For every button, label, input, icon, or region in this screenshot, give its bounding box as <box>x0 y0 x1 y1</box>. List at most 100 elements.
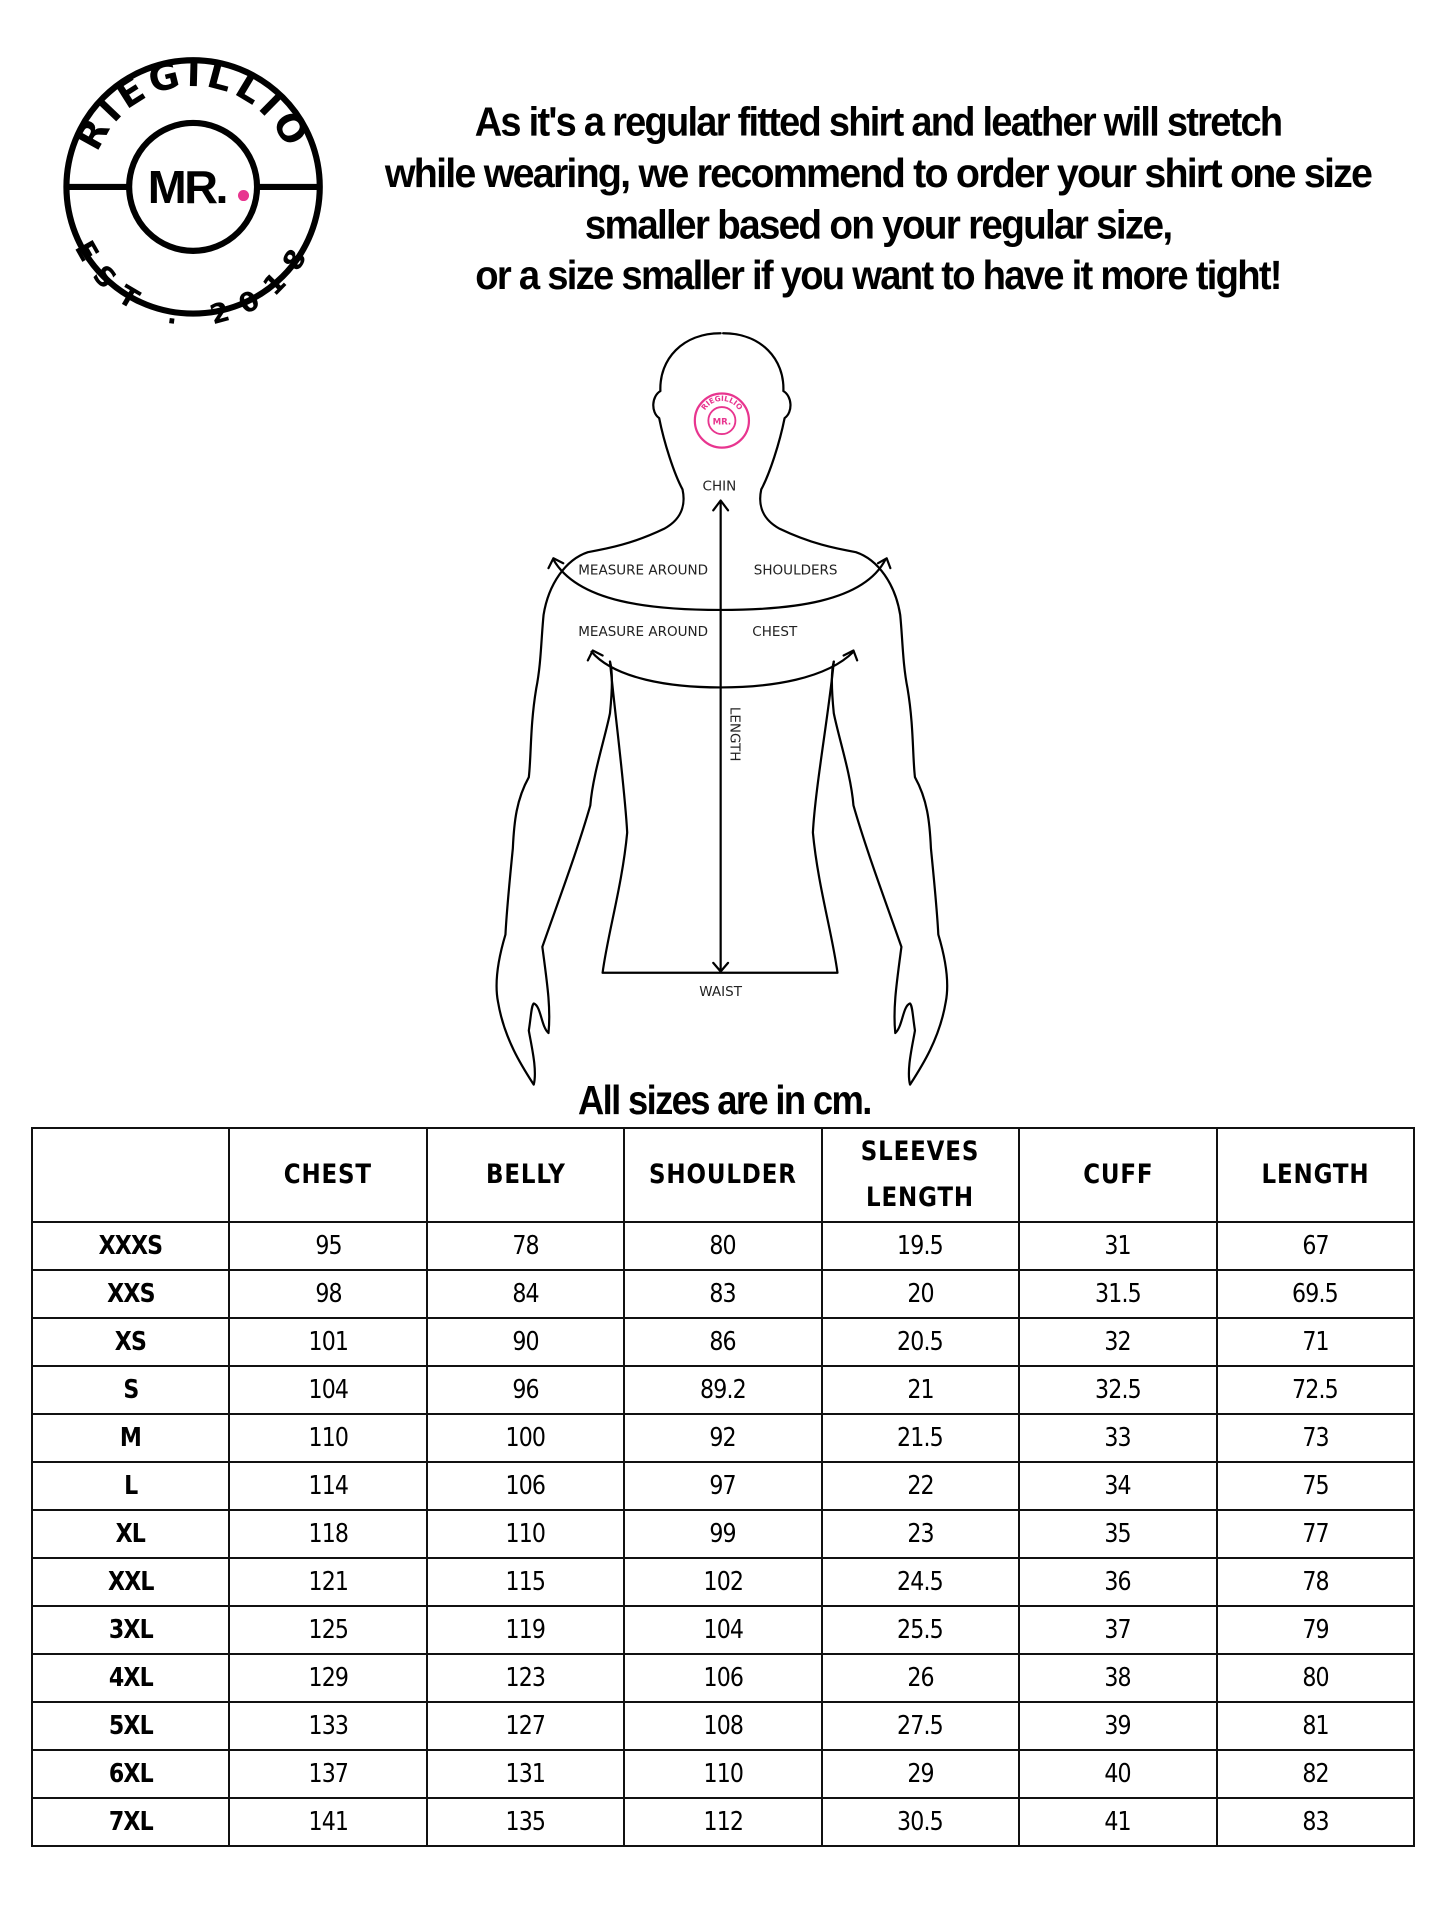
measurement-cell: 30.5 <box>820 1797 1021 1847</box>
cell-value: 3XL <box>108 1615 154 1645</box>
measurement-cell: 129 <box>228 1653 428 1703</box>
svg-text:MEASURE AROUND: MEASURE AROUND <box>578 624 708 640</box>
cell-value: 80 <box>1302 1663 1329 1693</box>
measurement-cell: 25.5 <box>820 1605 1021 1655</box>
measurement-cell: 110 <box>228 1413 428 1463</box>
cell-value: 129 <box>308 1663 348 1693</box>
measurement-cell: 102 <box>623 1557 823 1607</box>
svg-text:MR.: MR. <box>148 161 226 213</box>
cell-value: XS <box>115 1327 147 1357</box>
table-row: S 104 96 89.2 21 32.5 72.5 <box>30 1365 1416 1415</box>
svg-text:LENGTH: LENGTH <box>726 707 742 762</box>
measurement-cell: 121 <box>228 1557 428 1607</box>
cell-value: 118 <box>308 1519 348 1549</box>
column-header-label: SHOULDER <box>649 1159 797 1190</box>
cell-value: 22 <box>907 1471 934 1501</box>
measurement-cell: 41 <box>1018 1797 1218 1847</box>
cell-value: 102 <box>703 1567 743 1597</box>
measurement-cell: 20.5 <box>820 1317 1021 1367</box>
measurement-cell: 37 <box>1018 1605 1218 1655</box>
size-label-cell: XS <box>30 1317 231 1367</box>
column-header-label: LENGTH <box>1261 1159 1370 1190</box>
measurement-cell: 112 <box>623 1797 823 1847</box>
size-label-cell: M <box>30 1413 231 1463</box>
table-row: XXS 98 84 83 20 31.5 69.5 <box>30 1269 1416 1319</box>
measurement-cell: 32.5 <box>1018 1365 1218 1415</box>
measurement-cell: 96 <box>425 1365 626 1415</box>
column-header: CHEST <box>228 1127 428 1223</box>
body-outline-left <box>495 332 722 1086</box>
cell-value: 98 <box>314 1279 342 1309</box>
cell-value: 104 <box>308 1375 348 1405</box>
size-label-cell: 7XL <box>30 1797 231 1847</box>
cell-value: 78 <box>512 1231 539 1261</box>
svg-text:MEASURE AROUND: MEASURE AROUND <box>578 562 708 578</box>
cell-value: 73 <box>1302 1423 1329 1453</box>
cell-value: 99 <box>709 1519 737 1549</box>
measurement-cell: 99 <box>623 1509 823 1559</box>
size-label-cell: XXS <box>30 1269 231 1319</box>
cell-value: 72.5 <box>1292 1375 1339 1405</box>
cell-value: 41 <box>1104 1807 1132 1837</box>
cell-value: 21 <box>907 1375 934 1405</box>
measurement-cell: 27.5 <box>820 1701 1021 1751</box>
cell-value: 125 <box>308 1615 348 1645</box>
measurement-cell: 89.2 <box>623 1365 823 1415</box>
cell-value: 114 <box>308 1471 348 1501</box>
size-label-cell: XXXS <box>30 1221 231 1271</box>
measurement-cell: 72.5 <box>1215 1365 1416 1415</box>
measurement-cell: 114 <box>228 1461 428 1511</box>
cell-value: S <box>123 1375 139 1405</box>
measurement-cell: 40 <box>1018 1749 1218 1799</box>
cell-value: 90 <box>512 1327 539 1357</box>
measurement-cell: 123 <box>425 1653 626 1703</box>
measurement-cell: 32 <box>1018 1317 1218 1367</box>
measurement-cell: 106 <box>425 1461 626 1511</box>
brand-logo: RIEGILLIO EST . 2018 MR. <box>63 52 323 333</box>
notice-line: or a size smaller if you want to have it… <box>475 252 1280 298</box>
column-header: CUFF <box>1018 1127 1218 1223</box>
body-measurement-diagram: CHIN MEASURE AROUND SHOULDERS MEASURE AR… <box>495 332 949 1086</box>
cell-value: 101 <box>308 1327 348 1357</box>
cell-value: 31.5 <box>1094 1279 1142 1309</box>
column-header: SLEEVES LENGTH <box>820 1127 1021 1223</box>
table-row: 7XL 141 135 112 30.5 41 83 <box>30 1797 1416 1847</box>
table-row: 3XL 125 119 104 25.5 37 79 <box>30 1605 1416 1655</box>
measurement-cell: 84 <box>425 1269 626 1319</box>
cell-value: 38 <box>1104 1663 1132 1693</box>
notice-line: while wearing, we recommend to order you… <box>384 150 1372 196</box>
cell-value: 115 <box>505 1567 546 1597</box>
cell-value: 78 <box>1302 1567 1329 1597</box>
svg-text:CHEST: CHEST <box>752 624 798 640</box>
cell-value: 121 <box>308 1567 348 1597</box>
measurement-cell: 141 <box>228 1797 428 1847</box>
cell-value: 36 <box>1104 1567 1132 1597</box>
cell-value: 79 <box>1302 1615 1329 1645</box>
measurement-cell: 29 <box>820 1749 1021 1799</box>
size-label-cell: XL <box>30 1509 231 1559</box>
cell-value: 137 <box>308 1759 348 1789</box>
measurement-cell: 24.5 <box>820 1557 1021 1607</box>
cell-value: 110 <box>505 1519 546 1549</box>
torso-outline <box>601 660 839 974</box>
cell-value: 35 <box>1104 1519 1132 1549</box>
cell-value: 133 <box>308 1711 348 1741</box>
measurement-cell: 110 <box>425 1509 626 1559</box>
units-note: All sizes are in cm. <box>578 1077 871 1123</box>
svg-text:RIEGILLIO: RIEGILLIO <box>67 52 319 157</box>
cell-value: 100 <box>505 1423 546 1453</box>
measurement-cell: 77 <box>1215 1509 1416 1559</box>
measurement-cell: 104 <box>228 1365 428 1415</box>
cell-value: 75 <box>1302 1471 1329 1501</box>
cell-value: 108 <box>703 1711 743 1741</box>
measurement-cell: 82 <box>1215 1749 1416 1799</box>
measurement-cell: 101 <box>228 1317 428 1367</box>
table-row: XXL 121 115 102 24.5 36 78 <box>30 1557 1416 1607</box>
measurement-cell: 127 <box>425 1701 626 1751</box>
cell-value: 112 <box>703 1807 743 1837</box>
measurement-cell: 83 <box>1215 1797 1416 1847</box>
size-label-cell: S <box>30 1365 231 1415</box>
cell-value: XL <box>115 1519 146 1549</box>
cell-value: XXL <box>107 1567 154 1597</box>
cell-value: 127 <box>505 1711 546 1741</box>
